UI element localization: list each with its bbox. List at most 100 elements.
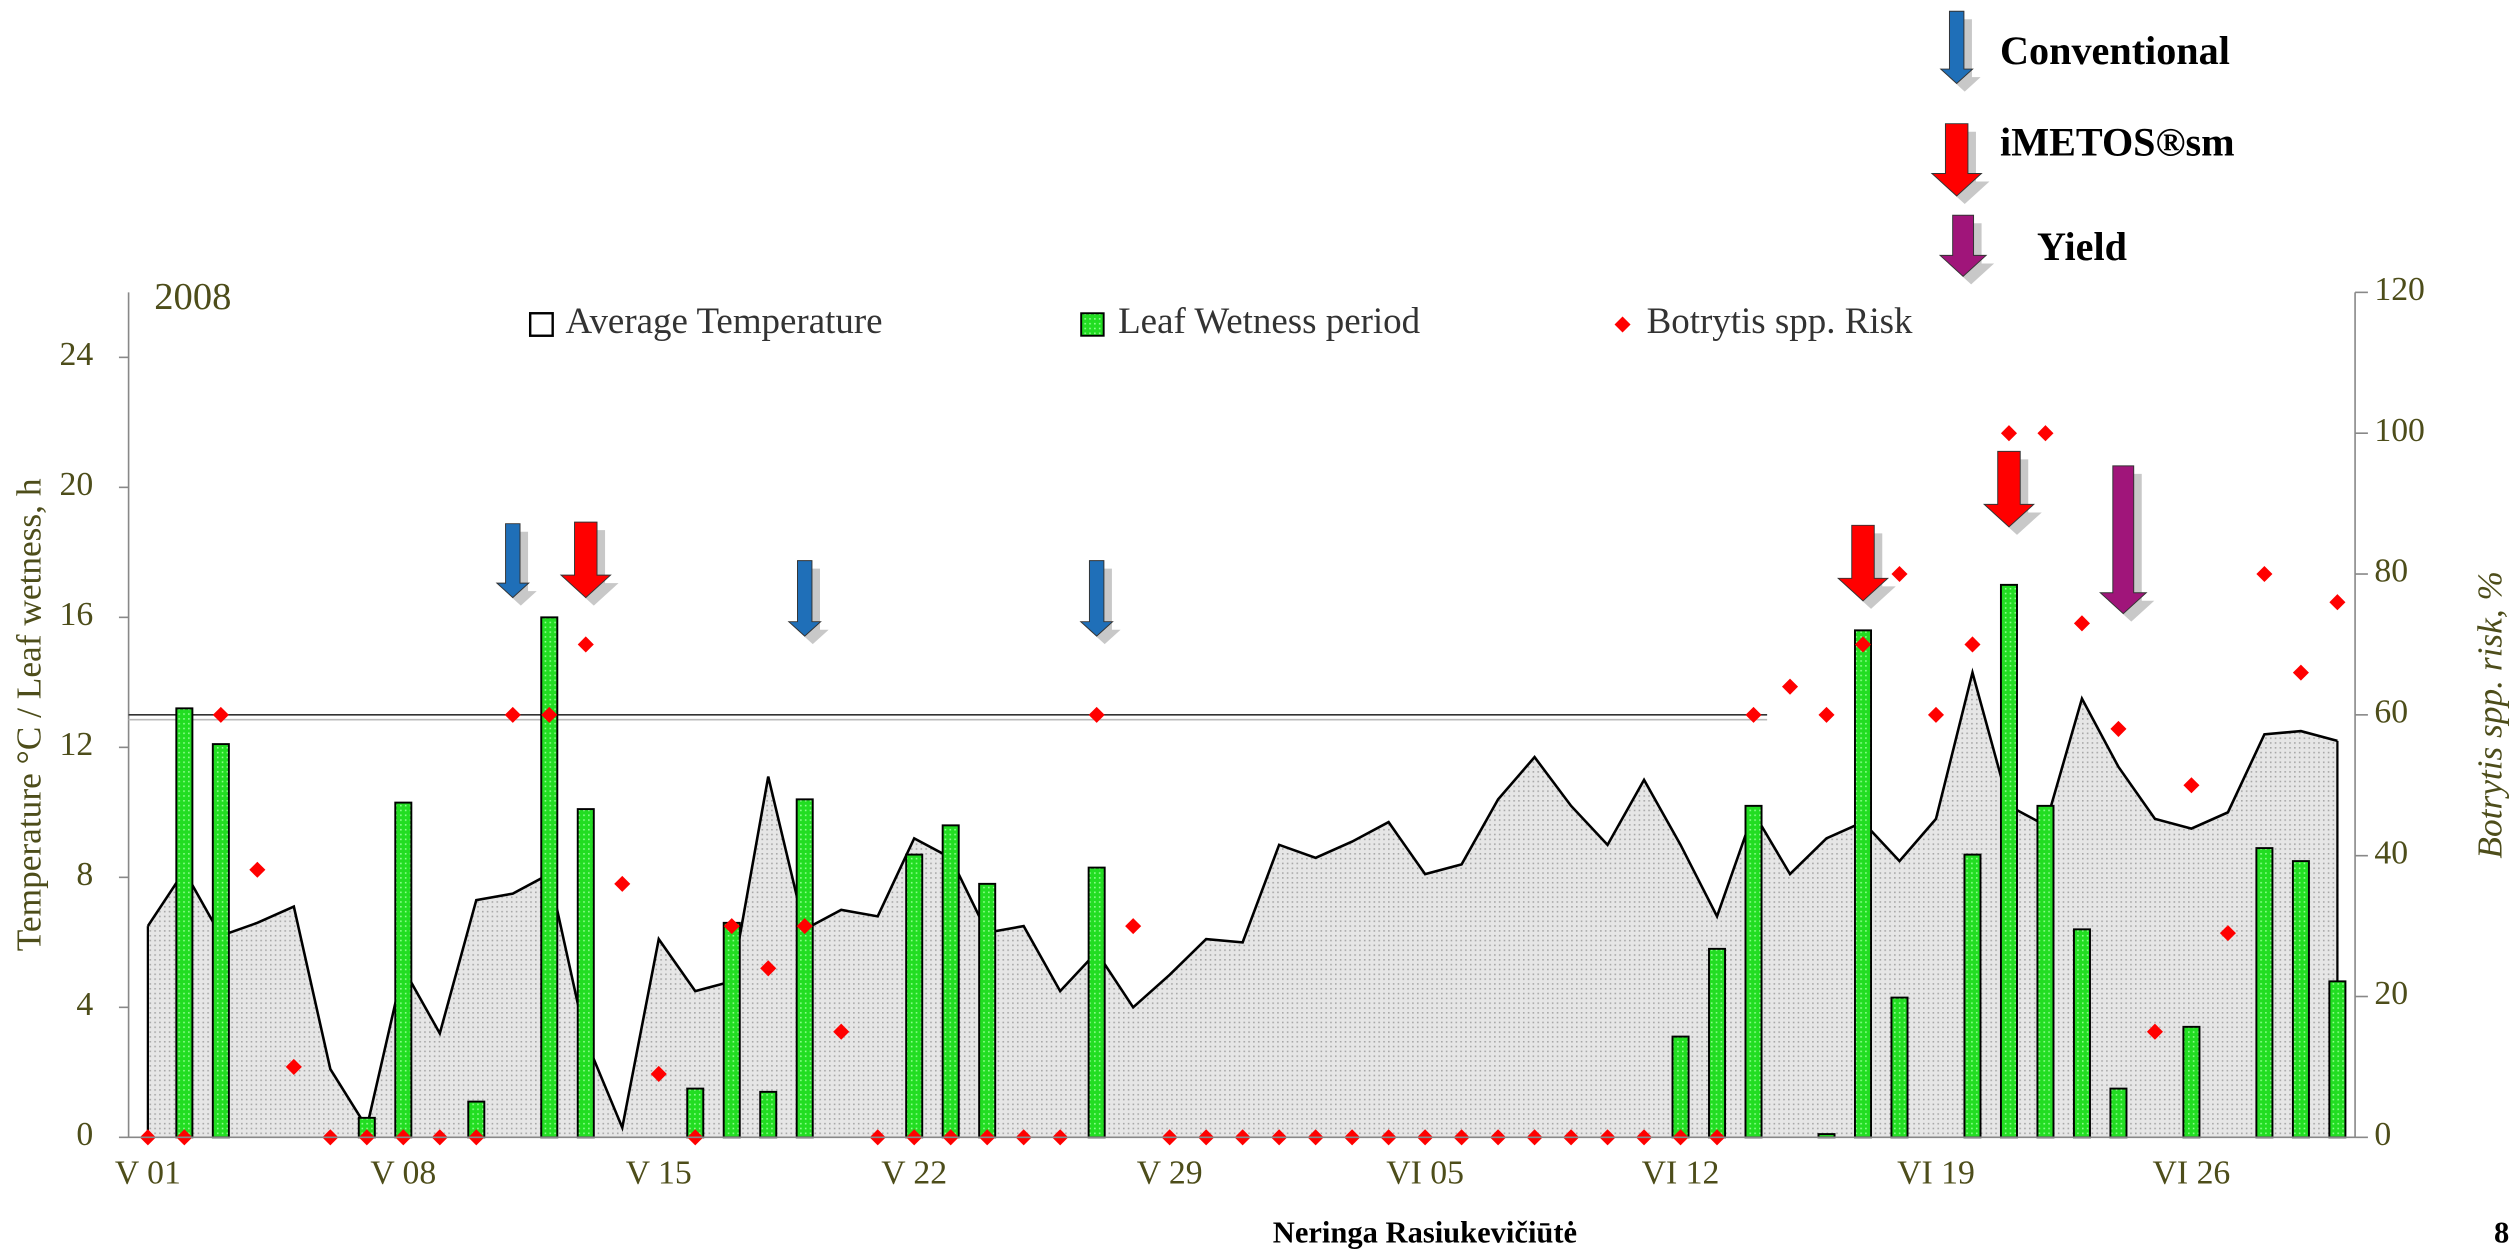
- risk-point: [2000, 425, 2018, 442]
- risk-point: [2219, 925, 2236, 942]
- legend-swatch: [1614, 316, 1631, 333]
- x-tick-label: V 15: [626, 1155, 692, 1192]
- arrow-shape: [1837, 524, 1889, 602]
- leaf-wetness-bar: [1890, 996, 1909, 1139]
- legend-swatch: [1080, 312, 1105, 337]
- y2-axis-label: Botrytis spp. risk, %: [2470, 571, 2509, 859]
- leaf-wetness-bar: [2072, 928, 2091, 1139]
- leaf-wetness-bar: [978, 882, 997, 1139]
- risk-point: [614, 875, 631, 892]
- temperature-area: [147, 672, 2338, 1138]
- y-tick-label: 12: [60, 726, 94, 763]
- arrow-shadow: [504, 531, 537, 606]
- arrow: [1938, 214, 1995, 285]
- arrow-shape: [495, 523, 530, 599]
- leaf-wetness-bar: [1999, 583, 2018, 1139]
- legend-swatch: [528, 312, 554, 337]
- arrow-shadow: [1088, 568, 1121, 645]
- leaf-wetness-bar: [2255, 847, 2274, 1139]
- leaf-wetness-bar: [394, 801, 413, 1139]
- leaf-wetness-bar: [2328, 980, 2347, 1139]
- leaf-wetness-bar: [1671, 1035, 1690, 1139]
- arrow: [1930, 123, 1990, 205]
- leaf-wetness-bar: [211, 743, 230, 1139]
- y2-tick-label: 80: [2374, 553, 2408, 590]
- y2-tick-label: 20: [2374, 975, 2408, 1012]
- arrow-shape: [1939, 10, 1974, 85]
- legend-label: Average Temperature: [566, 300, 883, 341]
- legend-label: Botrytis spp. Risk: [1647, 300, 1913, 341]
- y2-tick-label: 60: [2374, 694, 2408, 731]
- legend-label: Leaf Wetness period: [1118, 300, 1421, 341]
- x-tick-label: VI 26: [2153, 1155, 2231, 1192]
- page-number: 8: [2494, 1215, 2509, 1249]
- leaf-wetness-bar: [2036, 804, 2055, 1139]
- risk-point: [1818, 706, 1835, 723]
- risk-point: [2146, 1023, 2163, 1040]
- risk-point: [2292, 664, 2309, 681]
- arrow-shape: [1982, 450, 2035, 528]
- arrow: [2099, 465, 2155, 622]
- arrow-shape: [1930, 123, 1983, 197]
- arrow: [1079, 560, 1121, 645]
- x-tick-label: V 01: [115, 1155, 181, 1192]
- arrow: [1837, 524, 1896, 609]
- leaf-wetness-bar: [795, 798, 814, 1139]
- leaf-wetness-bar: [175, 707, 194, 1139]
- arrow-shape: [2099, 465, 2148, 615]
- leaf-wetness-bar: [1963, 853, 1982, 1139]
- risk-point: [2110, 720, 2127, 737]
- arrow-shadow: [1948, 19, 1981, 92]
- risk-point: [1927, 706, 1945, 723]
- leaf-wetness-bar: [2291, 860, 2310, 1139]
- y-tick-label: 8: [76, 856, 93, 893]
- leaf-wetness-bar: [759, 1090, 778, 1139]
- leaf-wetness-bar: [1087, 866, 1106, 1139]
- risk-point: [1125, 918, 1142, 935]
- x-tick-label: VI 12: [1642, 1155, 1720, 1192]
- y2-tick-label: 40: [2374, 834, 2408, 871]
- risk-point: [723, 918, 740, 935]
- risk-point: [212, 706, 229, 723]
- y-tick-label: 16: [60, 596, 94, 633]
- risk-point: [1745, 706, 1762, 723]
- footer: Neringa Rasiukevičiūtė: [1273, 1215, 1577, 1249]
- x-tick-label: V 22: [881, 1155, 947, 1192]
- arrow-shape: [1938, 214, 1988, 277]
- leaf-wetness-bar: [540, 616, 559, 1139]
- leaf-wetness-bar: [1708, 947, 1727, 1139]
- arrow-legend-label: iMETOS®sm: [2000, 119, 2235, 164]
- y2-tick-label: 100: [2374, 412, 2425, 449]
- risk-point: [249, 861, 266, 878]
- risk-point: [760, 960, 777, 977]
- leaf-wetness-bar: [1854, 629, 1872, 1139]
- risk-point: [796, 918, 813, 935]
- x-tick-label: V 29: [1137, 1155, 1203, 1192]
- y-axis-label: Temperature °C / Leaf wetness, h: [9, 478, 48, 951]
- year-label: 2008: [154, 276, 231, 318]
- risk-point: [2183, 777, 2200, 794]
- x-tick-label: VI 05: [1386, 1155, 1464, 1192]
- leaf-wetness-bar: [722, 921, 741, 1139]
- arrow: [1939, 10, 1981, 92]
- y-tick-label: 4: [76, 986, 93, 1023]
- x-tick-label: V 08: [370, 1155, 436, 1192]
- arrow-shape: [1079, 560, 1114, 637]
- leaf-wetness-bar: [941, 824, 960, 1139]
- risk-point: [1781, 678, 1799, 695]
- risk-point: [1854, 636, 1872, 653]
- risk-point: [2037, 425, 2054, 442]
- arrow-shadow: [796, 568, 829, 645]
- y2-tick-label: 120: [2374, 271, 2425, 308]
- arrow-shape: [559, 521, 612, 599]
- risk-point: [577, 636, 594, 653]
- x-tick-label: VI 19: [1897, 1155, 1975, 1192]
- risk-point: [2256, 565, 2273, 583]
- risk-point: [1891, 565, 1908, 583]
- y2-tick-label: 0: [2374, 1116, 2391, 1153]
- arrow-legend-label: Conventional: [2000, 28, 2230, 73]
- temperature-line: [146, 667, 2338, 1133]
- y-tick-label: 20: [60, 466, 94, 503]
- risk-point: [1088, 706, 1105, 723]
